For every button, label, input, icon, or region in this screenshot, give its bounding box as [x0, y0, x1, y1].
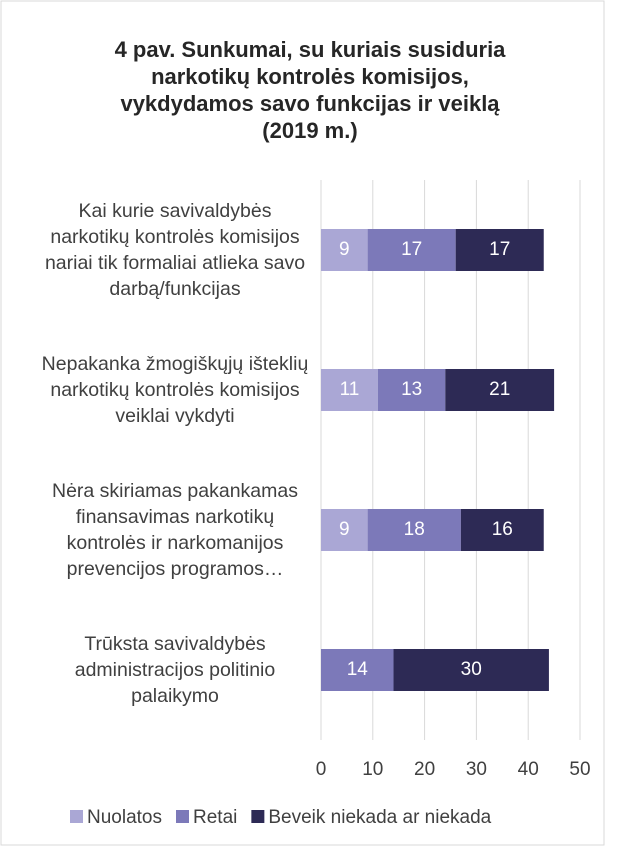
category-label: Nėra skiriamas pakankamas finansavimas n…	[51, 480, 298, 580]
bar-segment	[367, 229, 456, 271]
bar-segment	[460, 509, 544, 551]
value-label: 17	[489, 239, 510, 260]
value-label: 9	[339, 519, 350, 540]
value-label: 14	[347, 659, 369, 680]
x-tick-label: 40	[518, 759, 539, 780]
bar-segment	[321, 509, 368, 551]
value-label: 18	[404, 519, 425, 540]
value-label: 17	[401, 239, 422, 260]
value-label: 11	[340, 379, 360, 400]
legend-swatch	[176, 810, 189, 823]
bar-segment	[455, 229, 544, 271]
value-label: 13	[401, 379, 422, 400]
bar-segment	[321, 369, 378, 411]
x-tick-label: 20	[414, 759, 435, 780]
bar-segment	[445, 369, 555, 411]
x-tick-label: 0	[316, 759, 327, 780]
bar-segment	[321, 229, 368, 271]
x-tick-label: 30	[466, 759, 487, 780]
bar-segment	[367, 509, 461, 551]
chart-title: 4 pav. Sunkumai, su kuriais susiduria na…	[114, 37, 506, 143]
legend-label: Retai	[193, 807, 237, 828]
bar-segment	[393, 649, 549, 691]
chart-border	[0, 0, 605, 846]
bar-segment	[321, 649, 394, 691]
legend-label: Beveik niekada ar niekada	[268, 807, 491, 828]
legend-label: Nuolatos	[87, 807, 162, 828]
category-label: Nepakanka žmogiškųjų išteklių narkotikų …	[41, 353, 309, 427]
value-label: 21	[489, 379, 510, 400]
legend-swatch	[70, 810, 83, 823]
bar-segment	[377, 369, 446, 411]
category-label: Trūksta savivaldybės administracijos pol…	[74, 633, 276, 707]
legend-swatch	[251, 810, 265, 823]
value-label: 9	[339, 239, 350, 260]
value-label: 30	[461, 659, 482, 680]
category-label: Kai kurie savivaldybės narkotikų kontrol…	[44, 200, 306, 300]
x-tick-label: 10	[362, 759, 383, 780]
value-label: 16	[492, 519, 513, 540]
x-tick-label: 50	[569, 759, 590, 780]
